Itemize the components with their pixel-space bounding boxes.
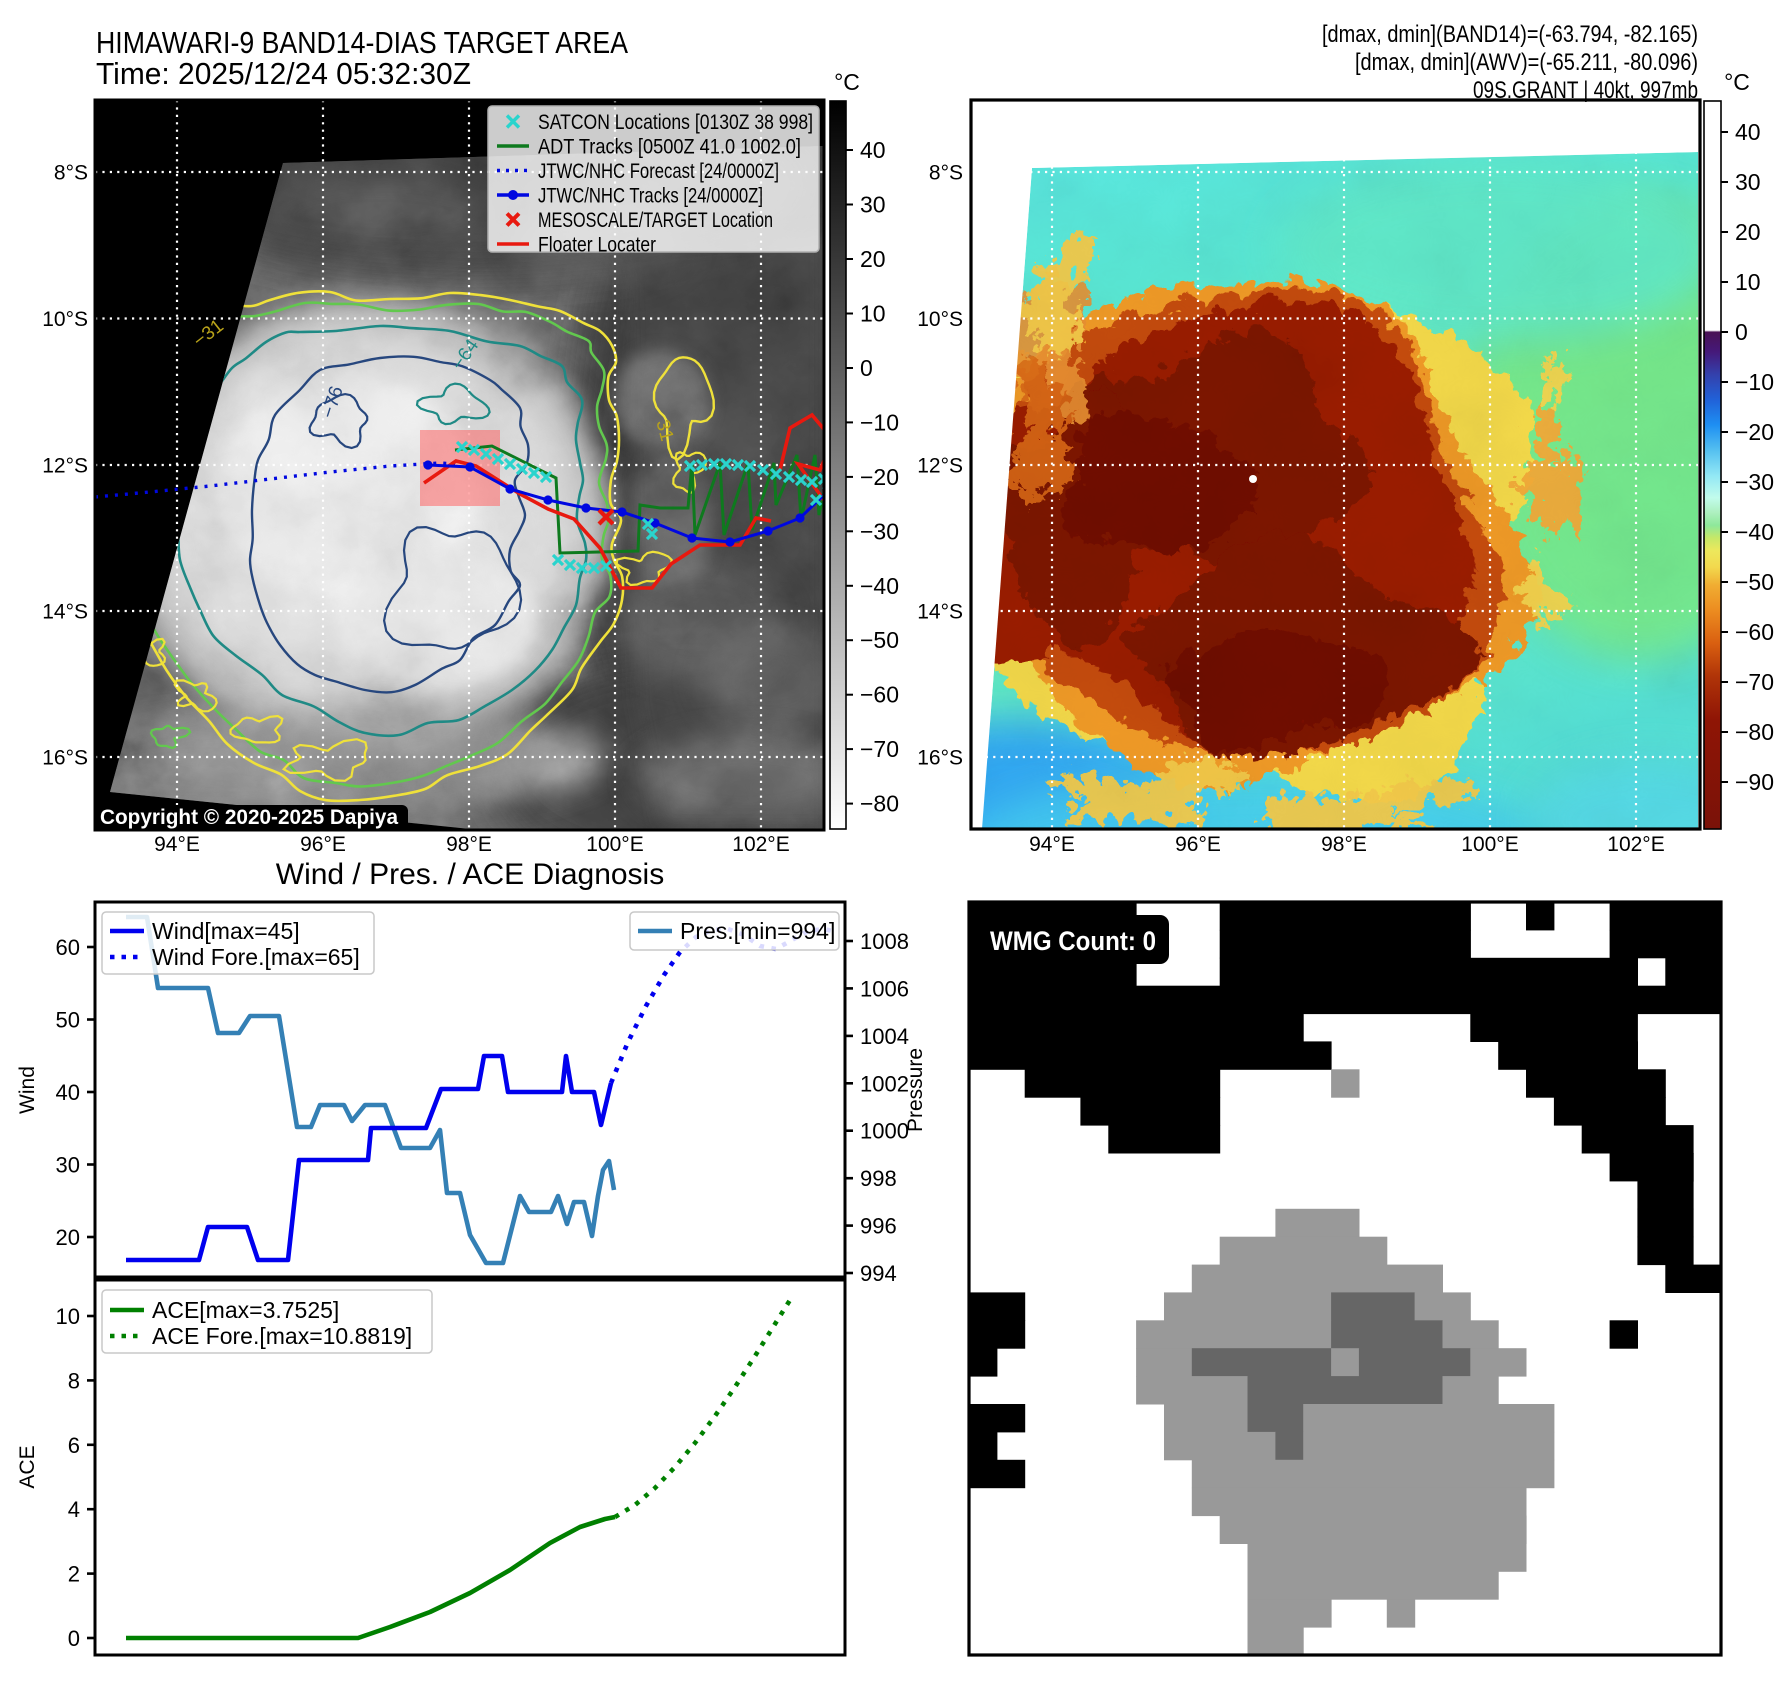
svg-text:30: 30 xyxy=(860,192,886,218)
svg-text:HIMAWARI-9 BAND14-DIAS TARGET: HIMAWARI-9 BAND14-DIAS TARGET AREA xyxy=(96,25,628,60)
svg-text:8°S: 8°S xyxy=(929,162,963,185)
svg-text:Pres.[min=994]: Pres.[min=994] xyxy=(680,918,835,944)
svg-text:94°E: 94°E xyxy=(1029,833,1075,856)
svg-text:−10: −10 xyxy=(1735,369,1774,395)
svg-text:MESOSCALE/TARGET Location: MESOSCALE/TARGET Location xyxy=(538,208,773,232)
svg-text:2: 2 xyxy=(68,1562,80,1587)
svg-text:6: 6 xyxy=(68,1433,80,1458)
svg-text:30: 30 xyxy=(1735,169,1761,195)
svg-text:16°S: 16°S xyxy=(42,747,88,770)
svg-text:Wind Fore.[max=65]: Wind Fore.[max=65] xyxy=(152,944,360,970)
svg-text:1004: 1004 xyxy=(860,1024,909,1049)
svg-text:1008: 1008 xyxy=(860,929,909,954)
svg-text:40: 40 xyxy=(860,137,886,163)
svg-text:30: 30 xyxy=(56,1153,80,1178)
svg-text:10: 10 xyxy=(1735,269,1761,295)
svg-text:−50: −50 xyxy=(1735,569,1774,595)
svg-text:14°S: 14°S xyxy=(42,601,88,624)
svg-text:40: 40 xyxy=(1735,119,1761,145)
svg-text:Copyright © 2020-2025 Dapiya: Copyright © 2020-2025 Dapiya xyxy=(100,806,398,829)
svg-text:94°E: 94°E xyxy=(154,833,200,856)
svg-text:−90: −90 xyxy=(1735,769,1774,795)
svg-text:1006: 1006 xyxy=(860,976,909,1001)
svg-text:[dmax, dmin](AWV)=(-65.211, -8: [dmax, dmin](AWV)=(-65.211, -80.096) xyxy=(1355,49,1698,76)
svg-text:1002: 1002 xyxy=(860,1071,909,1096)
svg-text:10°S: 10°S xyxy=(42,308,88,331)
svg-text:Wind[max=45]: Wind[max=45] xyxy=(152,918,300,944)
svg-text:1000: 1000 xyxy=(860,1119,909,1144)
svg-text:ACE[max=3.7525]: ACE[max=3.7525] xyxy=(152,1297,339,1323)
svg-text:ADT Tracks [0500Z 41.0 1002.0]: ADT Tracks [0500Z 41.0 1002.0] xyxy=(538,135,801,159)
svg-text:−60: −60 xyxy=(1735,619,1774,645)
svg-text:−80: −80 xyxy=(1735,719,1774,745)
svg-text:−20: −20 xyxy=(1735,419,1774,445)
svg-text:Wind: Wind xyxy=(16,1066,39,1114)
svg-text:102°E: 102°E xyxy=(732,833,789,856)
svg-text:10: 10 xyxy=(56,1304,80,1329)
svg-text:20: 20 xyxy=(56,1225,80,1250)
svg-text:JTWC/NHC Tracks [24/0000Z]: JTWC/NHC Tracks [24/0000Z] xyxy=(538,184,763,208)
svg-text:20: 20 xyxy=(1735,219,1761,245)
svg-text:8°S: 8°S xyxy=(54,162,88,185)
svg-text:ACE: ACE xyxy=(16,1445,39,1488)
svg-text:Time: 2025/12/24 05:32:30Z: Time: 2025/12/24 05:32:30Z xyxy=(96,56,471,91)
svg-text:[dmax, dmin](BAND14)=(-63.794,: [dmax, dmin](BAND14)=(-63.794, -82.165) xyxy=(1322,21,1698,48)
svg-text:998: 998 xyxy=(860,1166,897,1191)
svg-text:14°S: 14°S xyxy=(917,601,963,624)
svg-text:12°S: 12°S xyxy=(917,455,963,478)
svg-text:0: 0 xyxy=(1735,319,1748,345)
svg-text:JTWC/NHC Forecast [24/0000Z]: JTWC/NHC Forecast [24/0000Z] xyxy=(538,159,779,183)
svg-text:994: 994 xyxy=(860,1261,897,1286)
svg-text:996: 996 xyxy=(860,1214,897,1239)
svg-text:−80: −80 xyxy=(860,791,899,817)
svg-text:4: 4 xyxy=(68,1497,80,1522)
svg-text:−50: −50 xyxy=(860,627,899,653)
svg-text:10°S: 10°S xyxy=(917,308,963,331)
svg-text:12°S: 12°S xyxy=(42,455,88,478)
svg-text:−20: −20 xyxy=(860,464,899,490)
svg-text:0: 0 xyxy=(68,1626,80,1651)
svg-text:20: 20 xyxy=(860,246,886,272)
svg-text:−40: −40 xyxy=(860,573,899,599)
svg-text:50: 50 xyxy=(56,1008,80,1033)
svg-text:−70: −70 xyxy=(1735,669,1774,695)
svg-text:96°E: 96°E xyxy=(300,833,346,856)
svg-text:−30: −30 xyxy=(1735,469,1774,495)
svg-text:96°E: 96°E xyxy=(1175,833,1221,856)
svg-text:°C: °C xyxy=(834,69,860,95)
svg-text:16°S: 16°S xyxy=(917,747,963,770)
svg-text:40: 40 xyxy=(56,1080,80,1105)
svg-text:10: 10 xyxy=(860,301,886,327)
svg-text:98°E: 98°E xyxy=(1321,833,1367,856)
svg-text:−40: −40 xyxy=(1735,519,1774,545)
svg-text:−10: −10 xyxy=(860,409,899,435)
svg-text:ACE Fore.[max=10.8819]: ACE Fore.[max=10.8819] xyxy=(152,1323,412,1349)
svg-text:−60: −60 xyxy=(860,682,899,708)
svg-text:Wind / Pres. / ACE Diagnosis: Wind / Pres. / ACE Diagnosis xyxy=(276,858,664,891)
svg-text:WMG Count: 0: WMG Count: 0 xyxy=(990,926,1156,956)
svg-text:100°E: 100°E xyxy=(1461,833,1518,856)
svg-text:Pressure: Pressure xyxy=(904,1048,927,1132)
svg-text:60: 60 xyxy=(56,935,80,960)
svg-text:Floater Locater: Floater Locater xyxy=(538,233,656,257)
svg-text:0: 0 xyxy=(860,355,873,381)
svg-text:°C: °C xyxy=(1724,69,1750,95)
svg-text:102°E: 102°E xyxy=(1607,833,1664,856)
svg-text:8: 8 xyxy=(68,1368,80,1393)
svg-text:−70: −70 xyxy=(860,736,899,762)
svg-text:−30: −30 xyxy=(860,518,899,544)
svg-text:100°E: 100°E xyxy=(586,833,643,856)
svg-text:SATCON Locations [0130Z 38 998: SATCON Locations [0130Z 38 998] xyxy=(538,110,813,134)
svg-text:98°E: 98°E xyxy=(446,833,492,856)
